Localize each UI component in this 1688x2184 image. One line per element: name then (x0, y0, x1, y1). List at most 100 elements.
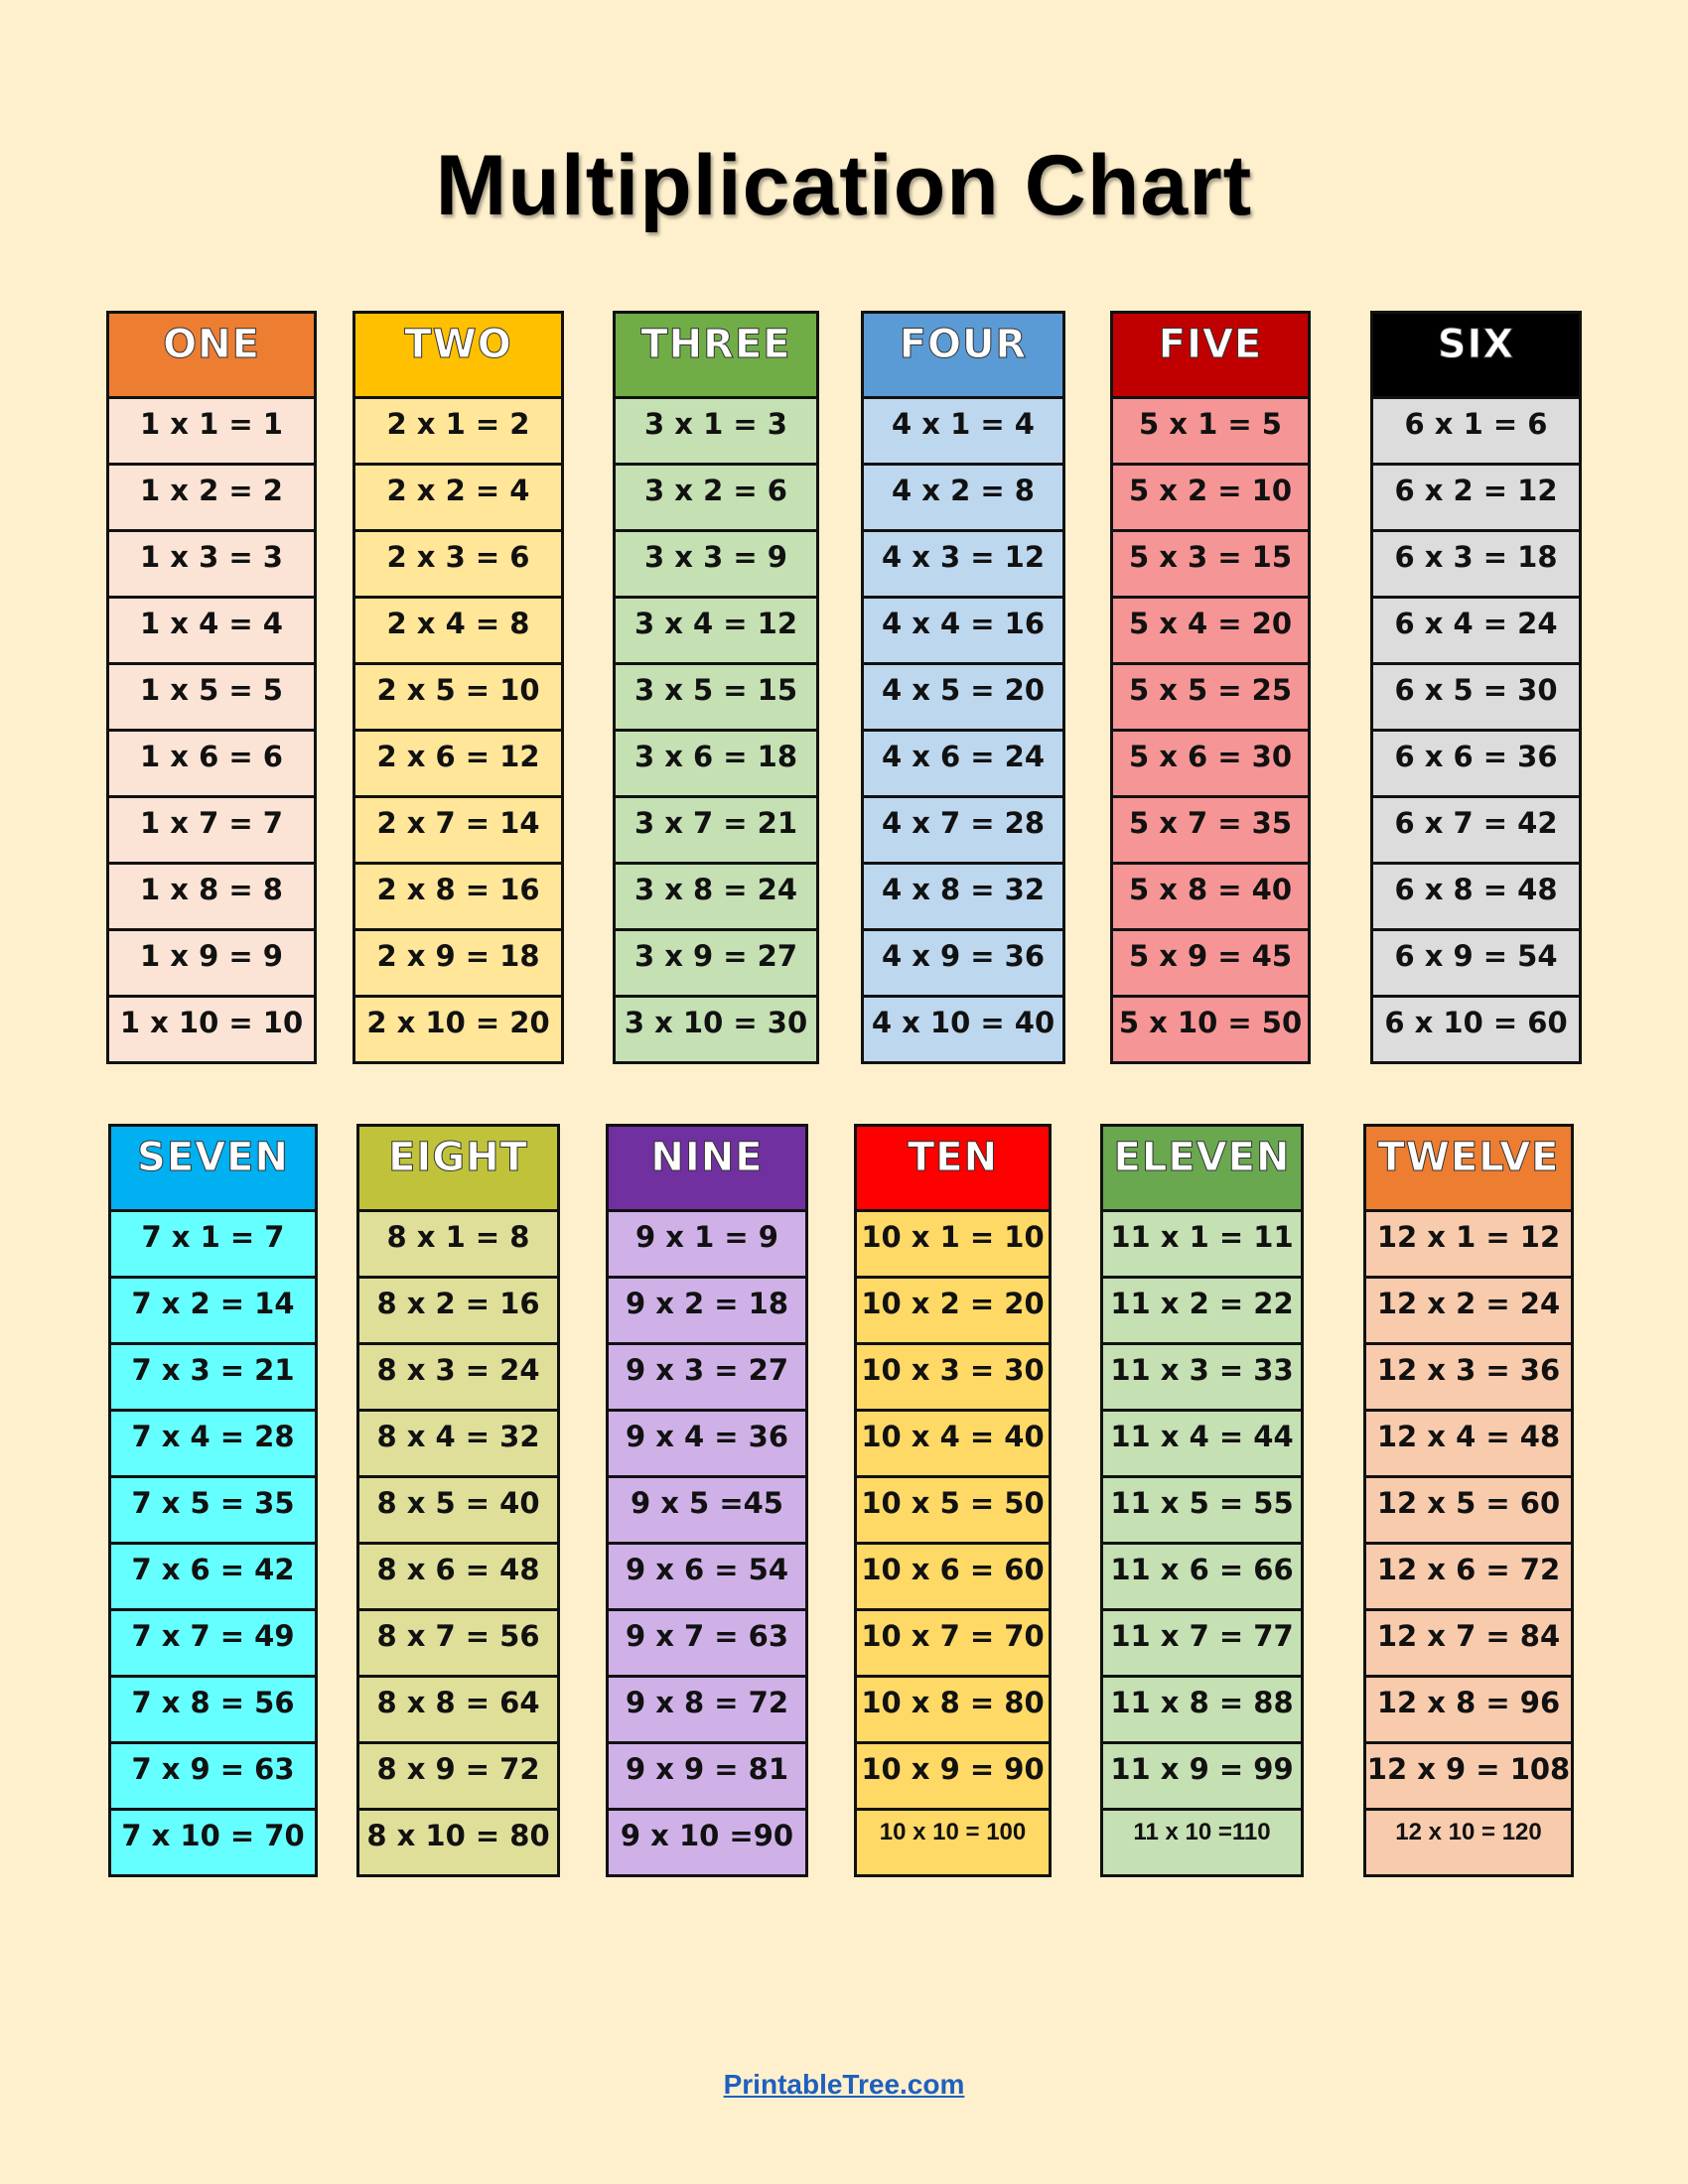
table-row: 10 x 7 = 70 (857, 1611, 1049, 1678)
table-eleven: ELEVEN 11 x 1 = 11 11 x 2 = 22 11 x 3 = 33 1… (1100, 1124, 1304, 1877)
table-row: 11 x 9 = 99 (1103, 1744, 1301, 1811)
table-row: 8 x 2 = 16 (359, 1279, 557, 1345)
table-row: 5 x 6 = 30 (1113, 732, 1308, 798)
table-row: 6 x 2 = 12 (1373, 466, 1579, 532)
table-row: 8 x 7 = 56 (359, 1611, 557, 1678)
table-row: 4 x 9 = 36 (864, 931, 1062, 998)
table-row: 2 x 4 = 8 (355, 599, 561, 665)
table-row: 7 x 1 = 7 (111, 1212, 315, 1279)
table-header: FIVE (1113, 314, 1308, 399)
table-row: 3 x 2 = 6 (616, 466, 816, 532)
table-row: 9 x 2 = 18 (609, 1279, 805, 1345)
table-row: 11 x 6 = 66 (1103, 1545, 1301, 1611)
table-row: 4 x 1 = 4 (864, 399, 1062, 466)
table-row: 6 x 3 = 18 (1373, 532, 1579, 599)
table-row: 7 x 6 = 42 (111, 1545, 315, 1611)
table-row: 12 x 6 = 72 (1366, 1545, 1571, 1611)
table-row: 5 x 5 = 25 (1113, 665, 1308, 732)
table-row: 4 x 10 = 40 (871, 1006, 1055, 1039)
table-row: 12 x 3 = 36 (1366, 1345, 1571, 1412)
table-row: 3 x 9 = 27 (616, 931, 816, 998)
table-row: 11 x 5 = 55 (1103, 1478, 1301, 1545)
table-row: 7 x 2 = 14 (111, 1279, 315, 1345)
table-row: 2 x 2 = 4 (355, 466, 561, 532)
table-row: 3 x 5 = 15 (616, 665, 816, 732)
table-row: 1 x 3 = 3 (109, 532, 314, 599)
table-row: 10 x 4 = 40 (857, 1412, 1049, 1478)
table-row: 6 x 6 = 36 (1373, 732, 1579, 798)
table-row: 4 x 4 = 16 (864, 599, 1062, 665)
table-row: 12 x 8 = 96 (1366, 1678, 1571, 1744)
table-row: 9 x 10 =90 (620, 1819, 794, 1852)
table-row: 8 x 4 = 32 (359, 1412, 557, 1478)
table-row: 6 x 10 = 60 (1384, 1006, 1568, 1039)
table-row: 2 x 9 = 18 (355, 931, 561, 998)
table-row: 8 x 10 = 80 (366, 1819, 550, 1852)
table-row: 12 x 5 = 60 (1366, 1478, 1571, 1545)
table-row: 2 x 8 = 16 (355, 865, 561, 931)
table-row: 5 x 7 = 35 (1113, 798, 1308, 865)
table-row: 11 x 10 =110 (1133, 1819, 1271, 1845)
table-row: 11 x 8 = 88 (1103, 1678, 1301, 1744)
table-row: 11 x 2 = 22 (1103, 1279, 1301, 1345)
table-row: 2 x 5 = 10 (355, 665, 561, 732)
table-row: 6 x 7 = 42 (1373, 798, 1579, 865)
table-row: 8 x 1 = 8 (359, 1212, 557, 1279)
table-row: 10 x 5 = 50 (857, 1478, 1049, 1545)
table-row: 6 x 8 = 48 (1373, 865, 1579, 931)
table-row: 5 x 10 = 50 (1118, 1006, 1303, 1039)
table-row: 3 x 7 = 21 (616, 798, 816, 865)
table-header: TWO (355, 314, 561, 399)
table-row: 3 x 4 = 12 (616, 599, 816, 665)
table-row: 1 x 10 = 10 (119, 1006, 304, 1039)
table-row: 9 x 6 = 54 (609, 1545, 805, 1611)
table-row: 10 x 8 = 80 (857, 1678, 1049, 1744)
table-row: 12 x 9 = 108 (1366, 1744, 1571, 1811)
table-row: 5 x 4 = 20 (1113, 599, 1308, 665)
table-header: THREE (616, 314, 816, 399)
table-header: EIGHT (359, 1127, 557, 1212)
table-row: 7 x 5 = 35 (111, 1478, 315, 1545)
table-row: 1 x 4 = 4 (109, 599, 314, 665)
table-row: 1 x 8 = 8 (109, 865, 314, 931)
table-row: 8 x 3 = 24 (359, 1345, 557, 1412)
table-row: 3 x 6 = 18 (616, 732, 816, 798)
table-header: NINE (609, 1127, 805, 1212)
table-row: 2 x 10 = 20 (366, 1006, 550, 1039)
table-row: 8 x 9 = 72 (359, 1744, 557, 1811)
table-row: 1 x 5 = 5 (109, 665, 314, 732)
table-row: 4 x 5 = 20 (864, 665, 1062, 732)
table-row: 6 x 5 = 30 (1373, 665, 1579, 732)
table-row: 7 x 9 = 63 (111, 1744, 315, 1811)
table-header: FOUR (864, 314, 1062, 399)
table-row: 12 x 2 = 24 (1366, 1279, 1571, 1345)
footer: PrintableTree.com (0, 2069, 1688, 2101)
table-row: 12 x 7 = 84 (1366, 1611, 1571, 1678)
table-row: 7 x 10 = 70 (121, 1819, 305, 1852)
table-row: 10 x 2 = 20 (857, 1279, 1049, 1345)
table-header: ELEVEN (1103, 1127, 1301, 1212)
footer-link[interactable]: PrintableTree.com (723, 2069, 965, 2100)
table-row: 9 x 7 = 63 (609, 1611, 805, 1678)
table-row: 7 x 7 = 49 (111, 1611, 315, 1678)
table-row: 9 x 8 = 72 (609, 1678, 805, 1744)
table-row: 11 x 7 = 77 (1103, 1611, 1301, 1678)
page-title: Multiplication Chart (435, 138, 1253, 233)
table-row: 1 x 2 = 2 (109, 466, 314, 532)
table-row: 1 x 6 = 6 (109, 732, 314, 798)
table-row: 1 x 7 = 7 (109, 798, 314, 865)
table-header: SEVEN (111, 1127, 315, 1212)
table-row: 11 x 4 = 44 (1103, 1412, 1301, 1478)
table-row: 5 x 8 = 40 (1113, 865, 1308, 931)
table-row: 5 x 2 = 10 (1113, 466, 1308, 532)
table-header: SIX (1373, 314, 1579, 399)
table-row: 9 x 1 = 9 (609, 1212, 805, 1279)
table-row: 2 x 3 = 6 (355, 532, 561, 599)
table-row: 10 x 6 = 60 (857, 1545, 1049, 1611)
